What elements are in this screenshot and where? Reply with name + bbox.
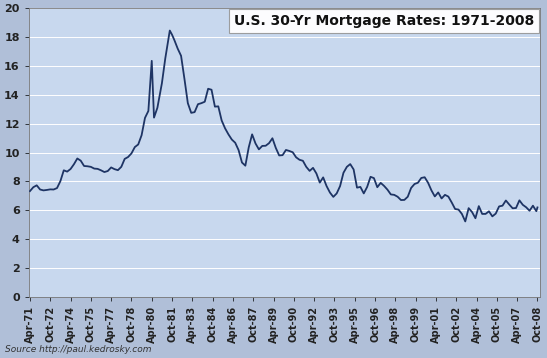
Text: U.S. 30-Yr Mortgage Rates: 1971-2008: U.S. 30-Yr Mortgage Rates: 1971-2008 [234,14,534,28]
Text: Source http://paul.kedrosky.com: Source http://paul.kedrosky.com [5,345,152,354]
